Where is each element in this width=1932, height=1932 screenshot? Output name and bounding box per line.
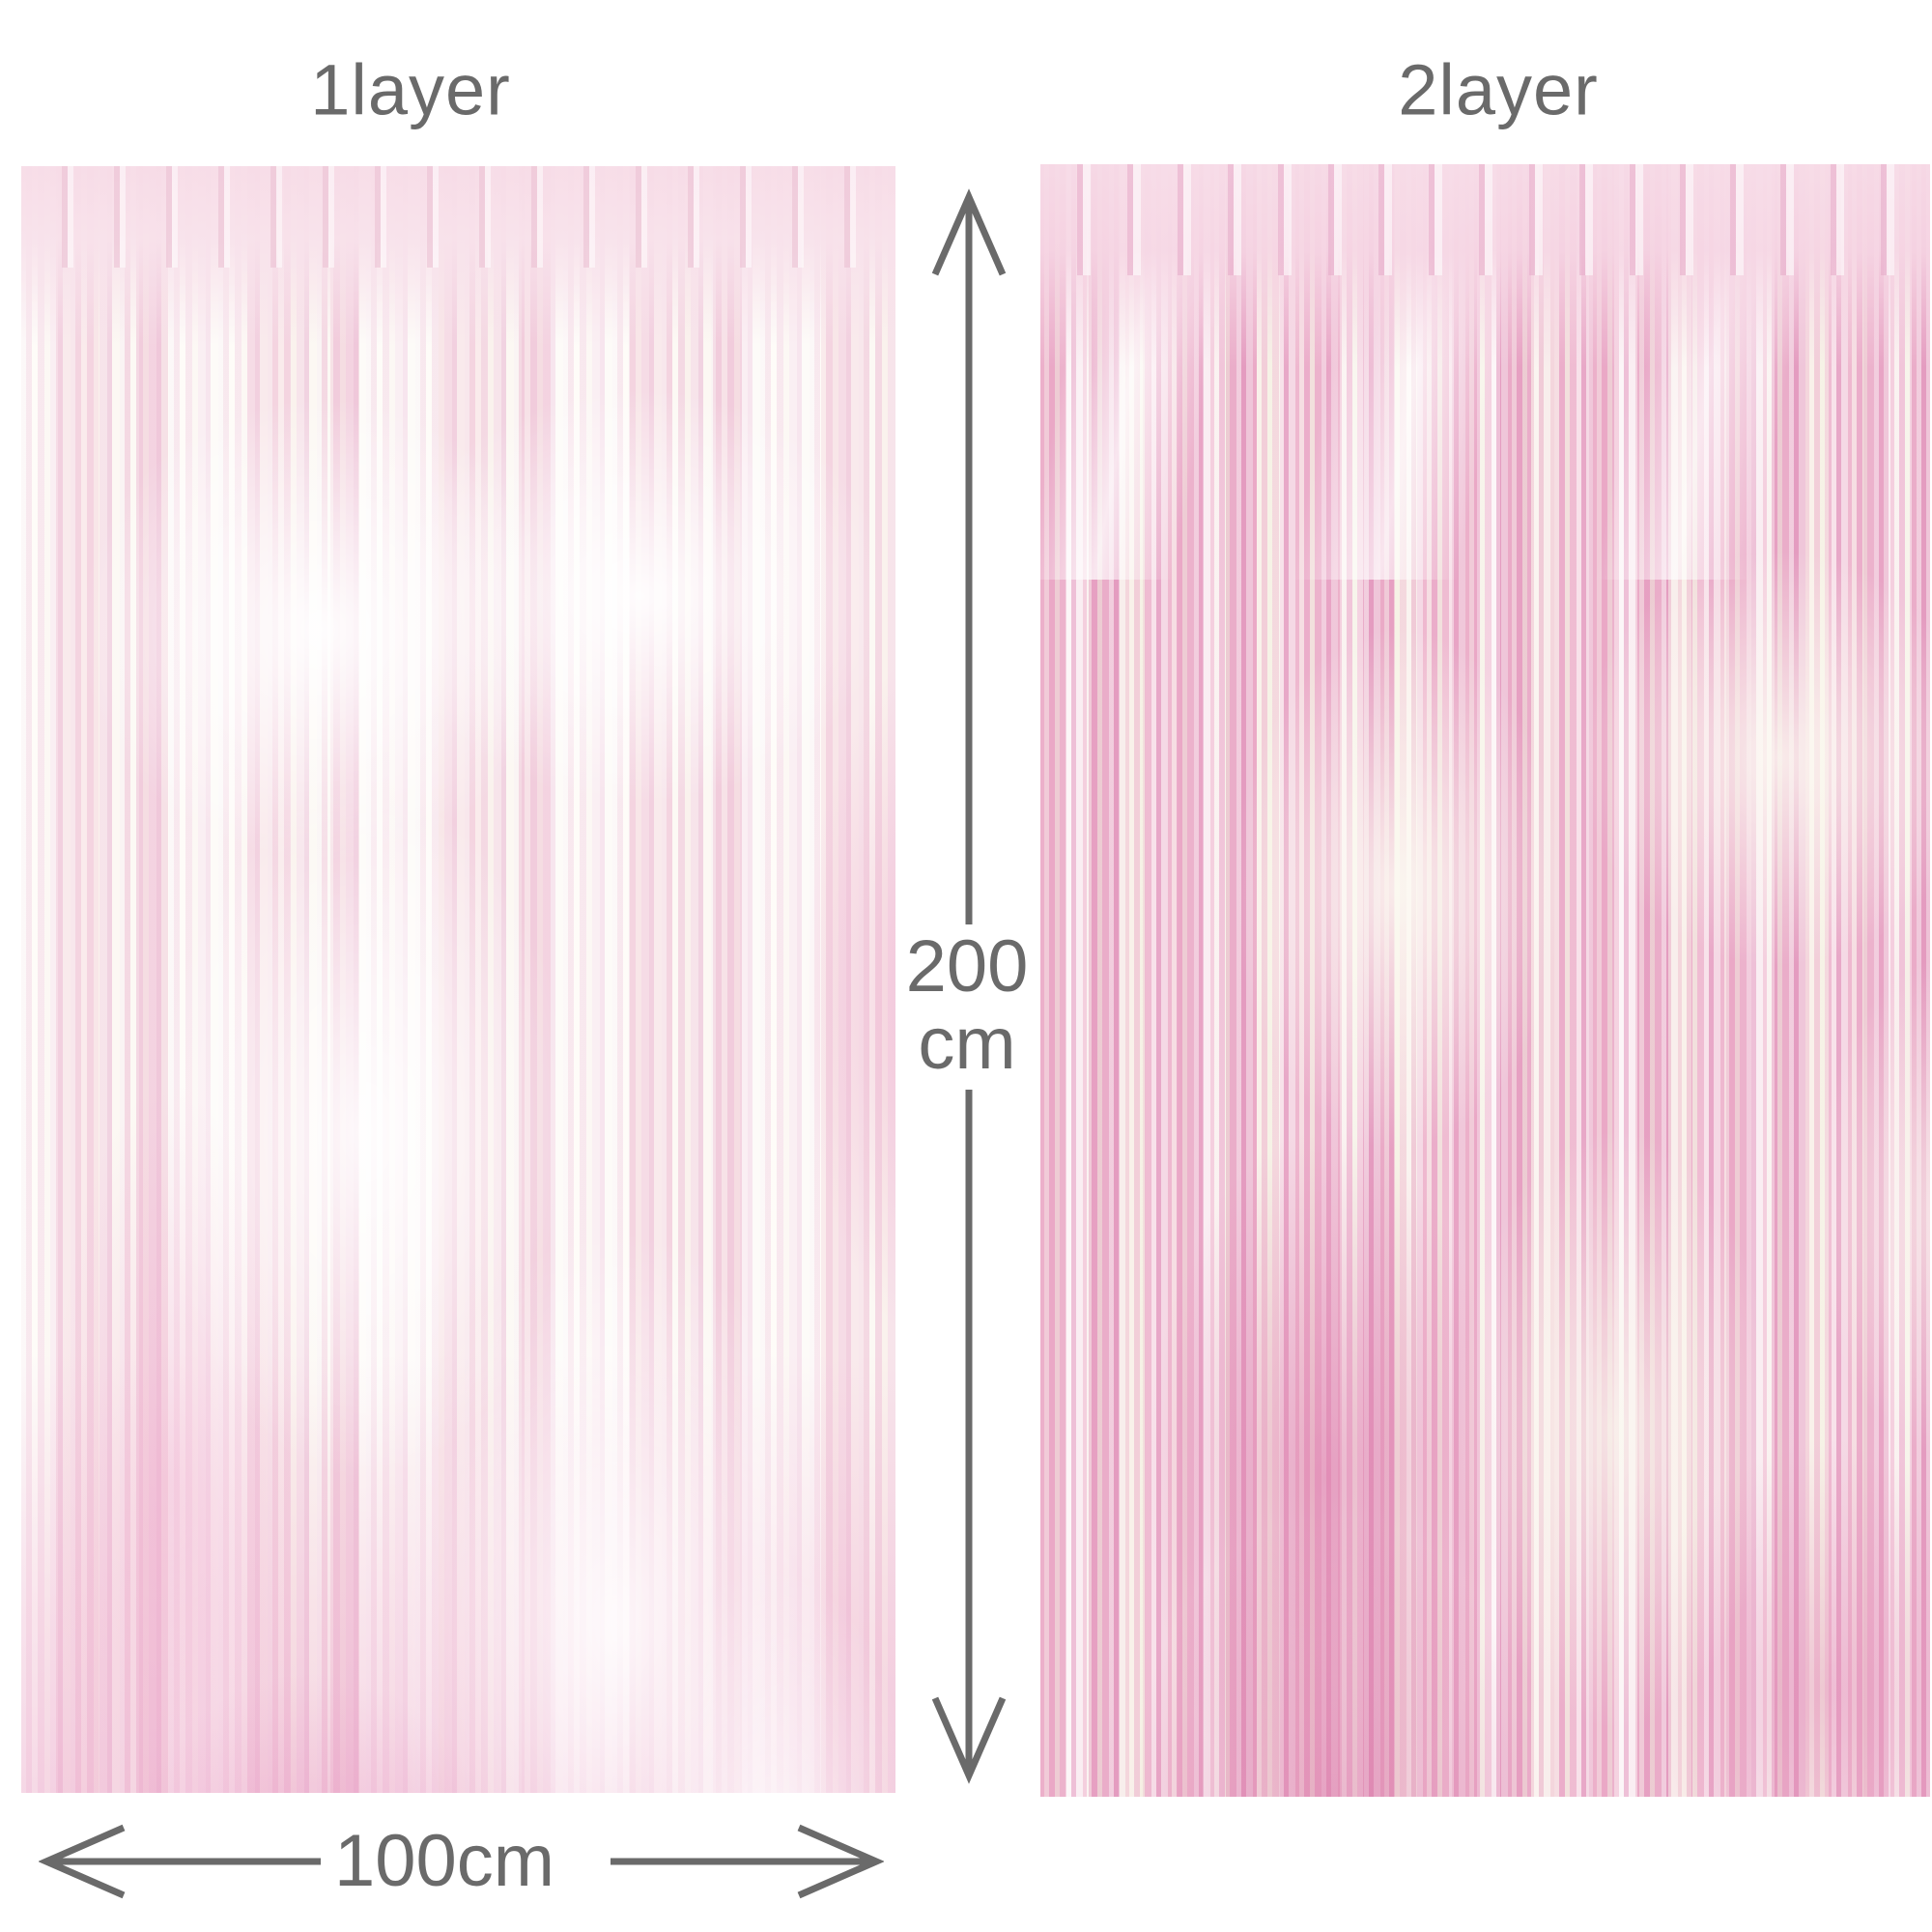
curtain-photo-2layer — [1040, 164, 1930, 1797]
height-dimension-arrow-icon — [931, 188, 1007, 1784]
curtain-photo-1layer — [21, 166, 895, 1793]
right-variant-label: 2layer — [1398, 49, 1599, 130]
width-dimension-label: 100cm — [333, 1820, 555, 1902]
width-dimension-arrow-icon — [39, 1824, 884, 1899]
height-dimension-label: 200 cm — [906, 928, 1029, 1083]
height-unit: cm — [918, 1003, 1016, 1085]
height-value: 200 — [905, 925, 1029, 1008]
left-variant-label: 1layer — [310, 49, 511, 130]
